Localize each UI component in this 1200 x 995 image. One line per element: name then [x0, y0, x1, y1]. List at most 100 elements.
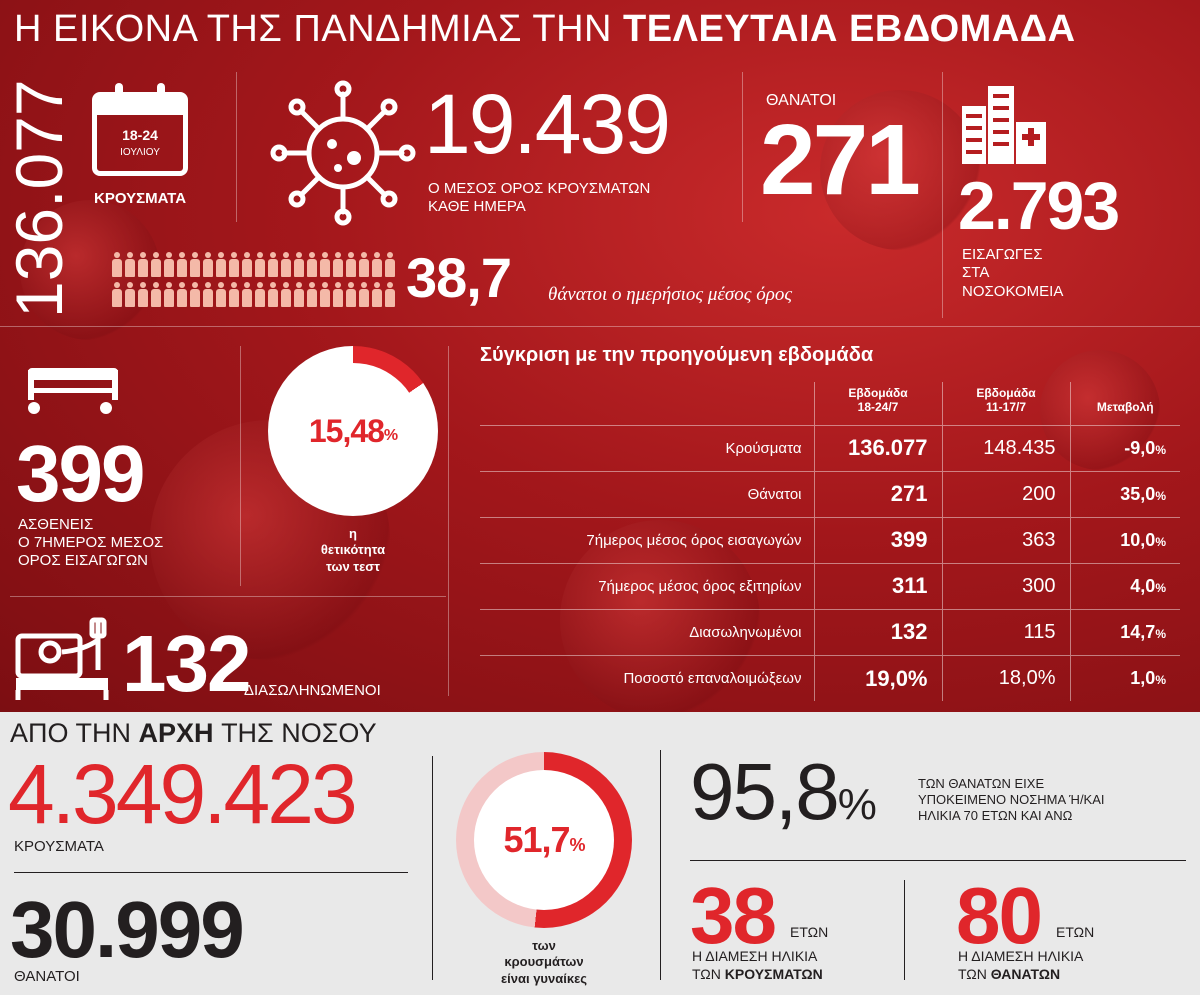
comorbidity-label-line: ΤΩΝ ΘΑΝΑΤΩΝ ΕΙΧΕ [918, 776, 1045, 791]
median-age-cases-unit: ΕΤΩΝ [790, 924, 829, 940]
daily-average-label-line: ΚΑΘΕ ΗΜΕΡΑ [428, 198, 526, 215]
total-cases: 4.349.423 [8, 747, 358, 841]
divider [904, 880, 905, 980]
person-icon [177, 252, 187, 278]
median-age-cases-label-line: Η ΔΙΑΜΕΣΗ ΗΛΙΚΙΑ [692, 948, 818, 964]
positivity-donut-chart: 15,48% [268, 346, 438, 516]
table-header-row: Εβδομάδα 18-24/7 Εβδομάδα 11-17/7 Μεταβολή [480, 382, 1180, 426]
person-icon [359, 282, 369, 308]
row-label-cell: 7ήμερος μέσος όρος εξιτηρίων [480, 562, 814, 610]
positivity-value: 15,48% [285, 363, 421, 499]
patients-label-line: ΟΡΟΣ ΕΙΣΑΓΩΓΩΝ [18, 552, 149, 569]
person-icon [216, 252, 226, 278]
current-week-cell: 19,0% [813, 654, 942, 702]
previous-week-cell: 115 [941, 608, 1070, 656]
median-age-deaths-label-bold: ΘΑΝΑΤΩΝ [990, 965, 1061, 982]
person-icon [190, 252, 200, 278]
patients-label-line: Ο 7ΗΜΕΡΟΣ ΜΕΣΟΣ [18, 534, 164, 551]
totals-heading-part: ΑΠΟ ΤΗΝ [10, 718, 132, 748]
change-unit: % [1155, 442, 1166, 457]
row-label-cell: Διασωληνωμένοι [480, 608, 814, 656]
comorbidity-share: 95,8% [690, 752, 877, 832]
person-icon [151, 252, 161, 278]
weekly-total-cases: 136.077 [2, 79, 76, 318]
person-icon [112, 282, 122, 308]
current-week-cell: 311 [813, 562, 942, 610]
person-icon [255, 252, 265, 278]
person-icon [138, 252, 148, 278]
header-line: Εβδομάδα [976, 386, 1036, 400]
title-bold: ΤΕΛΕΥΤΑΙΑ ΕΒΔΟΜΑΔΑ [623, 8, 1076, 50]
change-value: 1,0 [1130, 668, 1156, 689]
header-line: 18-24/7 [857, 400, 899, 415]
previous-week-cell: 148.435 [941, 424, 1070, 472]
daily-deaths-label: θάνατοι ο ημερήσιος μέσος όρος [548, 284, 793, 305]
hospital-admissions: 2.793 [958, 168, 1120, 244]
current-week-cell: 271 [813, 470, 942, 518]
weekly-panel: Η ΕΙΚΟΝΑ ΤΗΣ ΠΑΝΔΗΜΙΑΣ ΤΗΝ ΤΕΛΕΥΤΑΙΑ ΕΒΔ… [0, 0, 1200, 712]
person-icon [138, 282, 148, 308]
daily-average-label-line: Ο ΜΕΣΟΣ ΟΡΟΣ ΚΡΟΥΣΜΑΤΩΝ [428, 180, 651, 197]
total-cases-label: ΚΡΟΥΣΜΑΤΑ [14, 838, 104, 855]
table-row: Θάνατοι 271 200 35,0% [480, 470, 1180, 518]
page-title: Η ΕΙΚΟΝΑ ΤΗΣ ΠΑΝΔΗΜΙΑΣ ΤΗΝ ΤΕΛΕΥΤΑΙΑ ΕΒΔ… [14, 8, 1076, 51]
positivity-unit: % [383, 427, 398, 444]
median-age-cases: 38 [690, 871, 777, 960]
row-label-cell: Ποσοστό επαναλοιμώξεων [480, 654, 814, 702]
person-icon [294, 282, 304, 308]
previous-week-cell: 200 [941, 470, 1070, 518]
women-share-label-line: των [532, 938, 556, 953]
person-icon [164, 252, 174, 278]
change-unit: % [1155, 626, 1166, 641]
positivity-label: η θετικότητα των τεστ [268, 526, 438, 575]
women-share-label-line: κρουσμάτων [504, 954, 584, 970]
person-icon [385, 282, 395, 308]
person-icon [333, 252, 343, 278]
admissions-label-line: ΕΙΣΑΓΩΓΕΣ [962, 246, 1043, 263]
weekly-patients: 399 [16, 429, 145, 518]
comparison-table: Εβδομάδα 18-24/7 Εβδομάδα 11-17/7 Μεταβολή… [480, 382, 1180, 702]
change-cell: -9,0% [1069, 424, 1180, 472]
admissions-label-line: ΣΤΑ [962, 264, 990, 282]
person-icon [346, 252, 356, 278]
person-icon [333, 282, 343, 308]
person-icon [125, 282, 135, 308]
totals-heading-part: ΤΗΣ ΝΟΣΟΥ [221, 718, 377, 748]
deaths-label: ΘΑΝΑΤΟΙ [766, 92, 837, 109]
table-row: 7ήμερος μέσος όρος εξιτηρίων 311 300 4,0% [480, 562, 1180, 610]
person-icon [320, 282, 330, 308]
divider [942, 72, 943, 318]
positivity-number: 15,48 [308, 412, 385, 449]
change-cell: 35,0% [1069, 470, 1180, 518]
daily-deaths-average: 38,7 [406, 246, 512, 309]
person-icon [164, 282, 174, 308]
table-row: 7ήμερος μέσος όρος εισαγωγών 399 363 10,0% [480, 516, 1180, 564]
comorbidity-number: 95,8 [690, 747, 840, 836]
change-cell: 14,7% [1069, 608, 1180, 656]
header-line: Εβδομάδα [848, 386, 908, 400]
previous-week-cell: 363 [941, 516, 1070, 564]
table-row: Κρούσματα 136.077 148.435 -9,0% [480, 424, 1180, 472]
women-share-value: 51,7% [474, 770, 614, 910]
row-label-cell: 7ήμερος μέσος όρος εισαγωγών [480, 516, 814, 564]
table-header-cell: Εβδομάδα 11-17/7 [941, 382, 1070, 426]
table-header-cell [480, 382, 814, 425]
change-cell: 10,0% [1069, 516, 1180, 564]
title-light: Η ΕΙΚΟΝΑ ΤΗΣ ΠΑΝΔΗΜΙΑΣ ΤΗΝ [14, 8, 612, 50]
median-age-deaths-label-line: Η ΔΙΑΜΕΣΗ ΗΛΙΚΙΑ [958, 948, 1084, 964]
divider [742, 72, 743, 222]
intubated-patient-icon [15, 617, 109, 700]
divider [690, 860, 1186, 861]
person-icon [242, 282, 252, 308]
change-unit: % [1155, 488, 1166, 503]
women-share-label: των κρουσμάτων είναι γυναίκες [456, 938, 632, 987]
change-unit: % [1155, 534, 1166, 549]
table-row: Ποσοστό επαναλοιμώξεων 19,0% 18,0% 1,0% [480, 654, 1180, 702]
cases-label: ΚΡΟΥΣΜΑΤΑ [94, 190, 187, 207]
virus-background-icon [820, 90, 980, 250]
table-row: Διασωληνωμένοι 132 115 14,7% [480, 608, 1180, 656]
hospital-bed-icon [28, 368, 118, 414]
person-icon [385, 252, 395, 278]
person-icon [346, 282, 356, 308]
daily-average-cases: 19.439 [424, 77, 671, 171]
